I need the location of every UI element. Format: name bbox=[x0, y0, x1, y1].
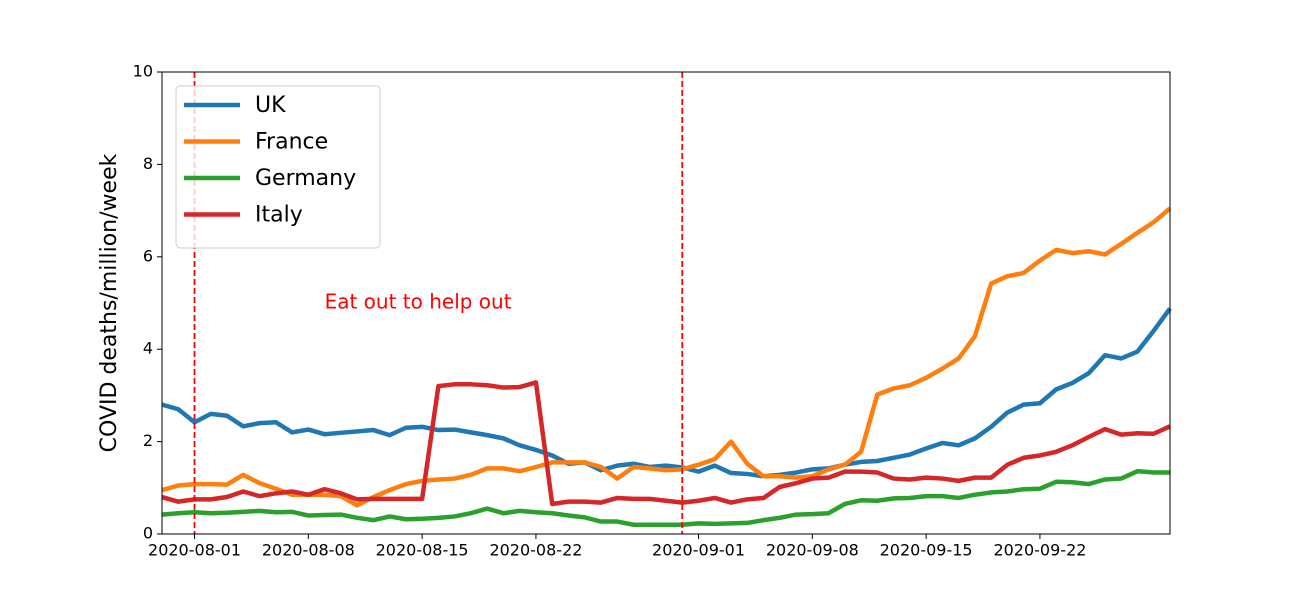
legend-label: UK bbox=[255, 93, 286, 118]
y-tick-label: 8 bbox=[143, 154, 153, 173]
x-tick-label: 2020-09-08 bbox=[766, 541, 859, 560]
series-line bbox=[161, 380, 1171, 507]
x-tick-label: 2020-08-22 bbox=[489, 541, 582, 560]
y-tick-label: 4 bbox=[143, 339, 153, 358]
y-tick-label: 0 bbox=[143, 524, 153, 543]
x-tick-label: 2020-09-01 bbox=[652, 541, 745, 560]
x-tick-label: 2020-09-22 bbox=[993, 541, 1086, 560]
legend-box bbox=[175, 85, 381, 249]
annotation: Eat out to help out bbox=[325, 290, 512, 314]
series-line bbox=[161, 307, 1172, 479]
y-tick-label: 6 bbox=[143, 246, 153, 265]
series-line bbox=[161, 206, 1172, 508]
legend-label: Germany bbox=[255, 166, 356, 191]
y-axis-label: COVID deaths/million/week bbox=[97, 153, 122, 452]
x-tick-label: 2020-09-15 bbox=[880, 541, 973, 560]
y-tick-label: 10 bbox=[133, 62, 153, 81]
x-tick-label: 2020-08-01 bbox=[148, 541, 241, 560]
y-tick-label: 2 bbox=[143, 431, 153, 450]
x-tick-label: 2020-08-08 bbox=[262, 541, 355, 560]
series-line bbox=[161, 468, 1170, 528]
legend-label: France bbox=[255, 130, 328, 155]
x-tick-label: 2020-08-15 bbox=[376, 541, 469, 560]
plot-frame bbox=[161, 71, 1171, 535]
legend-label: Italy bbox=[255, 203, 303, 228]
